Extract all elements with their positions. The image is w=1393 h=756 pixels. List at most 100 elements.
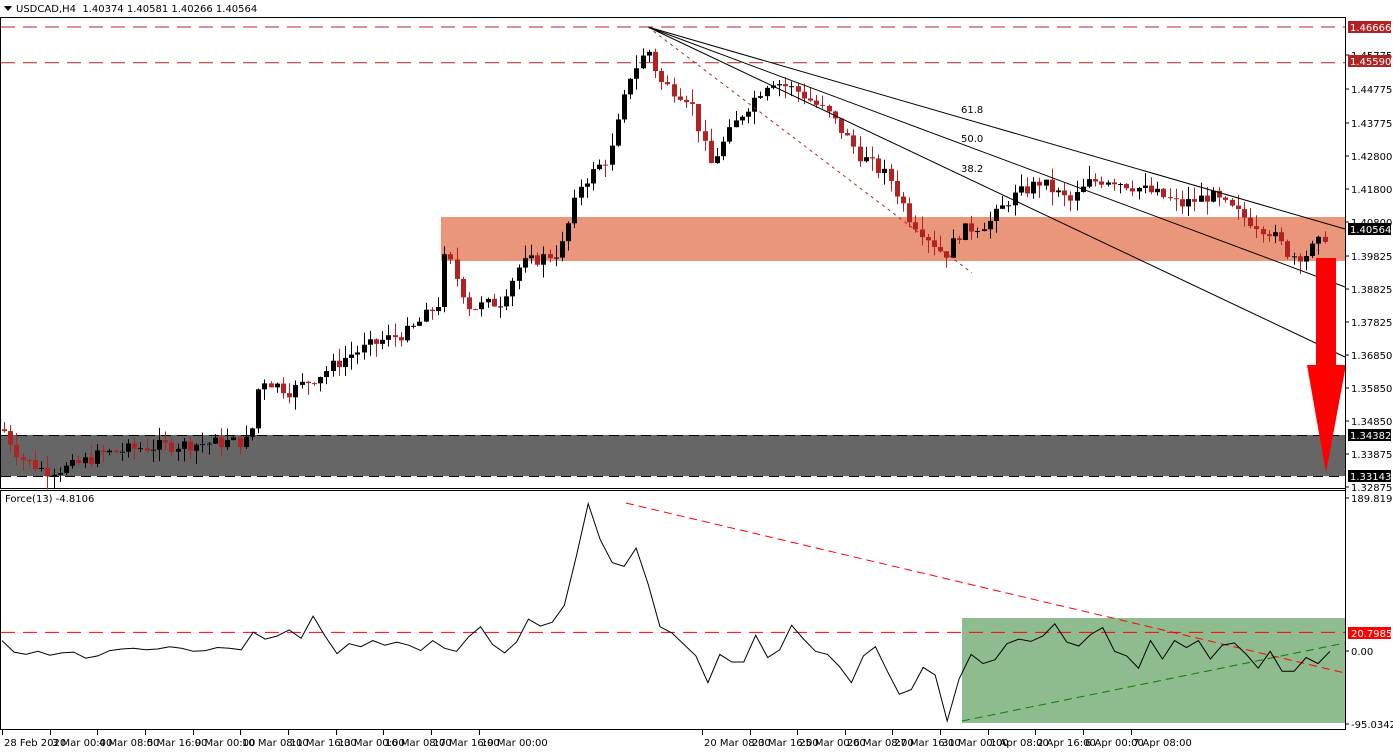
time-axis-label: 7 Apr 08:00 bbox=[1133, 738, 1192, 749]
time-axis-label: 5 Mar 16:00 bbox=[147, 738, 207, 749]
fib-label-61.8: 61.8 bbox=[961, 105, 983, 116]
bull-candle bbox=[207, 443, 212, 445]
bear-candle bbox=[473, 309, 478, 311]
bull-candle bbox=[777, 84, 782, 86]
bull-candle bbox=[622, 94, 627, 120]
bear-candle bbox=[1050, 179, 1055, 193]
bear-candle bbox=[374, 339, 379, 344]
bull-candle bbox=[951, 238, 956, 258]
price-tag-label: 1.45590 bbox=[1350, 57, 1391, 68]
bear-candle bbox=[696, 103, 701, 132]
bear-candle bbox=[876, 158, 881, 174]
bull-candle bbox=[498, 306, 503, 308]
force-axis-label: 189.8197 bbox=[1351, 494, 1393, 505]
bull-candle bbox=[734, 120, 739, 128]
price-tag-label: 1.46666 bbox=[1350, 23, 1391, 34]
bull-candle bbox=[275, 383, 280, 388]
bull-candle bbox=[541, 254, 546, 265]
bull-candle bbox=[411, 325, 416, 327]
bear-candle bbox=[89, 457, 94, 464]
bear-candle bbox=[938, 246, 943, 252]
bull-candle bbox=[647, 51, 652, 56]
force-index-line bbox=[1, 501, 1331, 723]
bull-candle bbox=[882, 168, 887, 174]
time-axis-label: 17 Mar 16:00 bbox=[433, 738, 500, 749]
price-axis-label: 1.41800 bbox=[1351, 185, 1392, 196]
price-tag-bg bbox=[1348, 429, 1391, 441]
bull-candle bbox=[343, 357, 348, 368]
bear-candle bbox=[45, 467, 50, 477]
time-axis-label: 23 Mar 16:00 bbox=[752, 738, 819, 749]
bear-candle bbox=[1161, 188, 1166, 198]
collapse-triangle-icon[interactable] bbox=[4, 6, 12, 11]
bear-candle bbox=[219, 437, 224, 448]
bull-candle bbox=[975, 231, 980, 233]
bull-candle bbox=[479, 302, 484, 310]
time-axis-label: 2 Apr 16:00 bbox=[1037, 738, 1096, 749]
bull-candle bbox=[70, 460, 75, 466]
bear-candle bbox=[672, 84, 677, 97]
price-tag-bg bbox=[1348, 55, 1391, 67]
bull-candle bbox=[1000, 205, 1005, 209]
bull-candle bbox=[436, 306, 441, 312]
bull-candle bbox=[424, 309, 429, 322]
bull-candle bbox=[982, 229, 987, 232]
bull-candle bbox=[1118, 184, 1123, 186]
fib-fan-618 bbox=[647, 26, 1346, 230]
force-up-trendline bbox=[961, 642, 1346, 722]
resistance-zone bbox=[441, 217, 1345, 261]
bear-candle bbox=[665, 82, 670, 85]
bull-candle bbox=[517, 267, 522, 281]
bull-candle bbox=[591, 169, 596, 184]
force-tag-bg bbox=[1348, 627, 1391, 639]
price-tag-label: 1.33143 bbox=[1350, 472, 1391, 483]
time-axis-label: 19 Mar 00:00 bbox=[481, 738, 548, 749]
bull-candle bbox=[362, 344, 367, 353]
bear-candle bbox=[1205, 195, 1210, 202]
bull-candle bbox=[585, 183, 590, 187]
symbol-timeframe: USDCAD,H4 bbox=[16, 4, 76, 15]
bull-candle bbox=[64, 465, 69, 473]
bear-candle bbox=[1261, 229, 1266, 235]
bull-candle bbox=[554, 257, 559, 259]
bear-candle bbox=[1267, 234, 1272, 237]
bull-candle bbox=[727, 127, 732, 142]
bull-candle bbox=[1013, 192, 1018, 206]
price-tag-label: 1.40564 bbox=[1350, 225, 1391, 236]
bull-candle bbox=[120, 451, 125, 453]
time-axis-label: 9 Mar 00:00 bbox=[195, 738, 255, 749]
fib-label-38.2: 38.2 bbox=[961, 164, 983, 175]
price-tag-label: 1.34382 bbox=[1350, 431, 1391, 442]
bear-candle bbox=[2, 429, 7, 432]
bear-candle bbox=[653, 51, 658, 72]
price-tag-bg bbox=[1348, 470, 1391, 482]
bear-candle bbox=[889, 168, 894, 181]
bull-candle bbox=[318, 376, 323, 384]
bear-candle bbox=[913, 222, 918, 230]
bear-candle bbox=[802, 91, 807, 99]
bull-candle bbox=[988, 220, 993, 230]
bear-candle bbox=[132, 443, 137, 449]
price-axis-label: 1.34850 bbox=[1351, 417, 1392, 428]
bear-candle bbox=[820, 104, 825, 106]
bear-candle bbox=[814, 100, 819, 105]
bull-candle bbox=[213, 437, 218, 444]
force-axis-label: 0.00 bbox=[1351, 647, 1373, 658]
bear-candle bbox=[684, 99, 689, 103]
bear-candle bbox=[932, 240, 937, 247]
bull-candle bbox=[486, 298, 491, 303]
bull-candle bbox=[1106, 182, 1111, 185]
bear-candle bbox=[33, 460, 38, 469]
bull-candle bbox=[324, 371, 329, 377]
bear-candle bbox=[169, 442, 174, 452]
bull-candle bbox=[244, 436, 249, 448]
bear-candle bbox=[1093, 179, 1098, 182]
bear-candle bbox=[1279, 232, 1284, 242]
bear-candle bbox=[833, 111, 838, 119]
bull-candle bbox=[1075, 191, 1080, 201]
bear-candle bbox=[944, 251, 949, 258]
time-axis-label: 4 Mar 08:00 bbox=[99, 738, 159, 749]
bear-candle bbox=[114, 450, 119, 453]
bear-candle bbox=[287, 393, 292, 398]
